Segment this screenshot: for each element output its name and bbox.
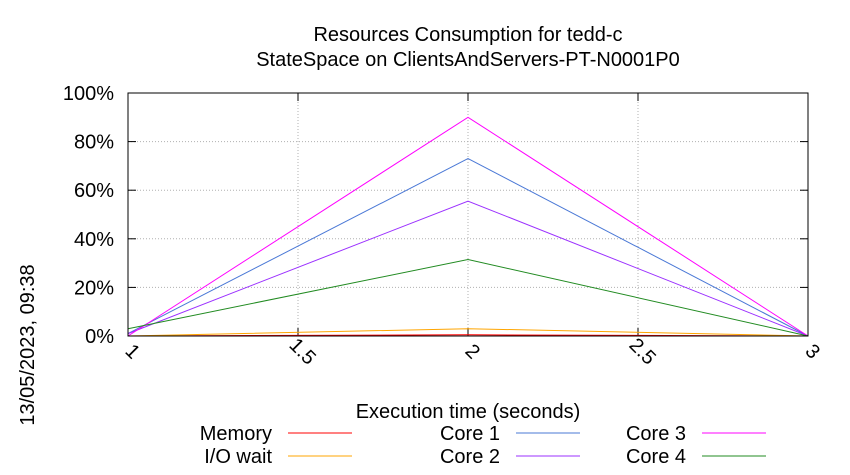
series-line-core-2 bbox=[127, 200, 809, 337]
series-line-core-3 bbox=[127, 116, 809, 337]
y-axis-ticks: 0% 20% 40% 60% 80% 100% bbox=[63, 83, 808, 348]
series-line-core-4 bbox=[127, 258, 809, 337]
x-tick-label: 2 bbox=[461, 340, 484, 363]
y-tick-label: 20% bbox=[74, 277, 114, 299]
x-axis-ticks: 1 1.5 2 2.5 3 bbox=[121, 93, 824, 369]
legend-label-i-o-wait: I/O wait bbox=[204, 446, 272, 468]
chart-title-line-1: Resources Consumption for tedd-c bbox=[313, 24, 622, 46]
x-tick-label: 1.5 bbox=[285, 334, 320, 369]
legend-label-memory: Memory bbox=[200, 423, 272, 445]
legend-label-core-1: Core 1 bbox=[440, 423, 500, 445]
y-tick-label: 40% bbox=[74, 229, 114, 251]
y-tick-label: 0% bbox=[85, 326, 114, 348]
x-tick-label: 2.5 bbox=[625, 334, 660, 369]
y-tick-label: 100% bbox=[63, 83, 114, 105]
x-tick-label: 1 bbox=[121, 340, 144, 363]
x-axis-label: Execution time (seconds) bbox=[356, 401, 581, 423]
legend-label-core-2: Core 2 bbox=[440, 446, 500, 468]
series-line-i-o-wait bbox=[127, 328, 809, 337]
series-line-core-1 bbox=[127, 158, 809, 337]
x-tick-label: 3 bbox=[801, 340, 824, 363]
legend-label-core-4: Core 4 bbox=[626, 446, 686, 468]
plot-frame bbox=[127, 92, 809, 337]
timestamp-label: 13/05/2023, 09:38 bbox=[17, 264, 39, 425]
legend-label-core-3: Core 3 bbox=[626, 423, 686, 445]
chart-title-line-2: StateSpace on ClientsAndServers-PT-N0001… bbox=[256, 49, 680, 71]
grid-lines bbox=[128, 93, 808, 336]
y-tick-label: 80% bbox=[74, 132, 114, 154]
y-tick-label: 60% bbox=[74, 180, 114, 202]
